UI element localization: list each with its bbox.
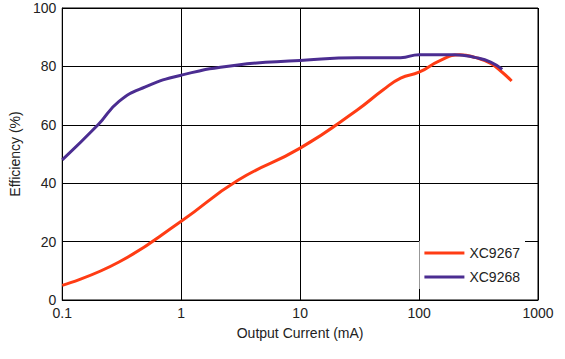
svg-text:60: 60	[41, 117, 57, 133]
svg-text:XC9268: XC9268	[469, 269, 520, 285]
svg-text:1000: 1000	[522, 305, 553, 321]
svg-text:0.1: 0.1	[53, 305, 73, 321]
svg-text:0: 0	[48, 292, 57, 308]
svg-text:Efficiency (%): Efficiency (%)	[7, 111, 23, 196]
svg-text:Output Current (mA): Output Current (mA)	[237, 325, 364, 341]
svg-text:XC9267: XC9267	[469, 245, 520, 261]
svg-text:1: 1	[177, 305, 185, 321]
svg-text:100: 100	[33, 0, 57, 16]
svg-text:20: 20	[41, 234, 57, 250]
svg-text:80: 80	[41, 58, 57, 74]
svg-text:10: 10	[292, 305, 308, 321]
svg-text:40: 40	[41, 175, 57, 191]
svg-text:100: 100	[407, 305, 431, 321]
